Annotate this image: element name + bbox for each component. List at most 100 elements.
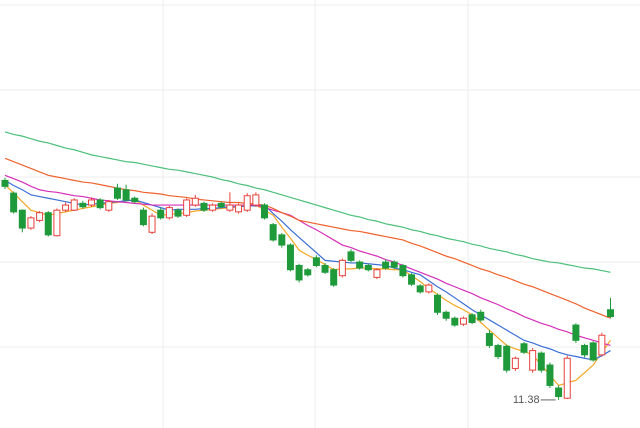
candle (261, 203, 268, 220)
candle-body (217, 202, 225, 208)
candle (434, 293, 441, 315)
candle (252, 192, 260, 207)
candle (70, 198, 78, 212)
candle (200, 201, 208, 212)
candle (589, 341, 597, 362)
candle-body (399, 264, 407, 277)
candle (10, 191, 18, 214)
candle-body (174, 209, 182, 217)
candle-body (96, 199, 104, 209)
ma-line (4, 174, 611, 347)
candle (511, 356, 519, 371)
candle-body (44, 212, 52, 236)
candle (96, 198, 104, 210)
candle (235, 203, 243, 214)
candle (295, 263, 303, 283)
candle (373, 268, 381, 280)
candle-body (105, 201, 113, 211)
candle-body (191, 197, 199, 206)
candle-body (88, 199, 95, 206)
candle-body (356, 261, 364, 269)
candle (139, 207, 147, 227)
candle-body (27, 217, 35, 229)
candle (62, 202, 70, 212)
candle-body (451, 317, 459, 326)
candle (321, 262, 329, 274)
candle-body (338, 259, 346, 277)
candle (425, 283, 433, 294)
candle (607, 297, 614, 319)
candle (485, 330, 493, 349)
candle (278, 233, 286, 248)
candle (382, 259, 390, 270)
candle-body (18, 209, 26, 229)
candle (442, 310, 450, 321)
candle (581, 343, 589, 358)
candle-body (494, 344, 502, 358)
candle-body (589, 342, 597, 361)
candle-body (442, 311, 450, 319)
candle-body (243, 195, 251, 211)
candle-body (563, 357, 571, 399)
candle-body (304, 269, 312, 276)
candle-body (373, 269, 381, 278)
candle-body (312, 257, 320, 266)
candle (330, 268, 338, 287)
candle (399, 263, 407, 278)
candle-body (477, 311, 485, 321)
candle (53, 208, 61, 237)
candle-body (503, 345, 511, 371)
candle (217, 201, 225, 209)
candle-body (113, 187, 121, 199)
low-label: 11.38 (513, 394, 540, 406)
candle-body (165, 207, 173, 219)
candle (157, 207, 165, 220)
candle-body (148, 215, 156, 233)
candle-body (581, 344, 589, 356)
candle (347, 249, 355, 263)
ma-line (4, 157, 611, 319)
candle-body (226, 204, 234, 211)
candle-body (382, 261, 390, 269)
candle (563, 355, 571, 400)
candle-body (131, 197, 139, 203)
candle-body (1, 179, 9, 187)
candle-body (269, 224, 277, 241)
candle (79, 200, 87, 209)
candle-body (485, 333, 493, 346)
candle (131, 196, 139, 204)
candle (269, 222, 277, 242)
candle-body (555, 387, 563, 398)
candle-body (520, 343, 528, 353)
candle (148, 213, 156, 234)
candle (494, 343, 502, 360)
candle-body (468, 314, 476, 323)
candle (520, 342, 528, 354)
candle-body (598, 334, 606, 356)
candle (459, 316, 467, 326)
candle (572, 323, 580, 343)
candle (174, 208, 182, 218)
candle-body (122, 189, 130, 201)
candle-body (321, 264, 329, 273)
candle-body (70, 199, 78, 211)
candle-body (546, 364, 554, 386)
candle-body (286, 244, 294, 271)
candle (18, 209, 26, 233)
candle (191, 194, 199, 207)
candle-body (139, 209, 147, 226)
candle (477, 309, 485, 322)
candle-body (10, 192, 18, 213)
candle (243, 193, 251, 212)
candle-body (183, 199, 191, 216)
candle (36, 211, 44, 223)
candle-body (235, 204, 243, 213)
candle-body (434, 294, 441, 313)
candle (416, 284, 424, 294)
candle (286, 243, 294, 272)
candle (529, 348, 537, 373)
candle (304, 268, 312, 277)
candle-body (408, 274, 416, 285)
